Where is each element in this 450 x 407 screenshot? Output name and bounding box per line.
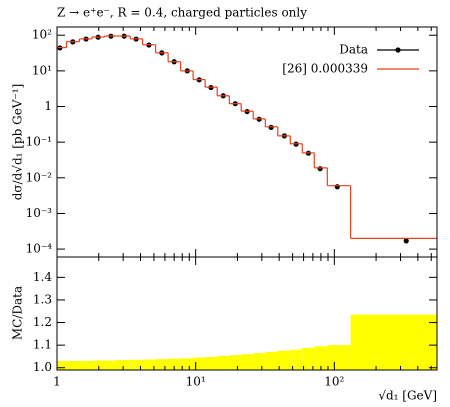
data-point	[403, 238, 409, 244]
ratio-band	[66, 360, 80, 370]
y-tick-label: 1.1	[33, 338, 52, 352]
ratio-band	[180, 358, 194, 370]
y-tick-label: 1	[44, 99, 52, 113]
x-axis-label: √d₁ [GeV]	[378, 389, 437, 403]
y-tick-label: 1.3	[33, 292, 52, 306]
plot-frame	[56, 26, 438, 258]
y-axis-label: dσ/d√d₁ [pb GeV⁻¹]	[11, 84, 25, 201]
ratio-band	[229, 355, 242, 370]
x-tick-label: 1	[53, 375, 61, 389]
ratio-band	[130, 359, 143, 370]
y-tick-label: 1.4	[33, 270, 52, 284]
ratio-band	[302, 347, 315, 370]
ratio-band	[265, 351, 278, 370]
legend-marker	[395, 47, 401, 53]
ratio-band	[193, 357, 206, 370]
ratio-band	[314, 346, 328, 370]
ratio-band	[57, 360, 67, 370]
ratio-band	[92, 360, 105, 370]
y-tick-label: 10²	[32, 28, 52, 42]
ratio-band	[104, 360, 118, 370]
data-point	[334, 184, 340, 190]
y-tick-label: 10⁻¹	[26, 135, 52, 149]
y-tick-label: 10⁻³	[26, 206, 53, 220]
ratio-band	[117, 360, 131, 370]
ratio-band	[155, 359, 169, 370]
ratio-band	[168, 358, 181, 370]
y-tick-label: 10⁻²	[26, 170, 53, 184]
x-tick-label: 10²	[324, 375, 344, 389]
ratio-band	[350, 314, 437, 370]
plot-frame	[56, 256, 438, 371]
y-tick-label: 10¹	[32, 63, 52, 77]
chart-title: Z → e⁺e⁻, R = 0.4, charged particles onl…	[57, 6, 307, 20]
legend-label: Data	[339, 43, 368, 57]
x-tick-label: 10¹	[186, 375, 206, 389]
ratio-band	[217, 355, 230, 370]
ratio-band	[253, 353, 266, 370]
ratio-band	[277, 350, 291, 370]
ratio-y-axis-label: MC/Data	[11, 286, 25, 340]
y-tick-label: 10⁻⁴	[26, 242, 53, 256]
y-tick-label: 1.0	[33, 360, 52, 374]
ratio-band	[290, 349, 303, 370]
ratio-band	[79, 360, 93, 370]
ratio-band	[142, 359, 156, 370]
data-point	[317, 166, 323, 172]
ratio-band	[327, 345, 351, 370]
ratio-band	[241, 354, 254, 370]
ratio-band	[205, 356, 218, 370]
y-tick-label: 1.2	[33, 315, 52, 329]
legend-label: [26] 0.000339	[282, 62, 368, 76]
